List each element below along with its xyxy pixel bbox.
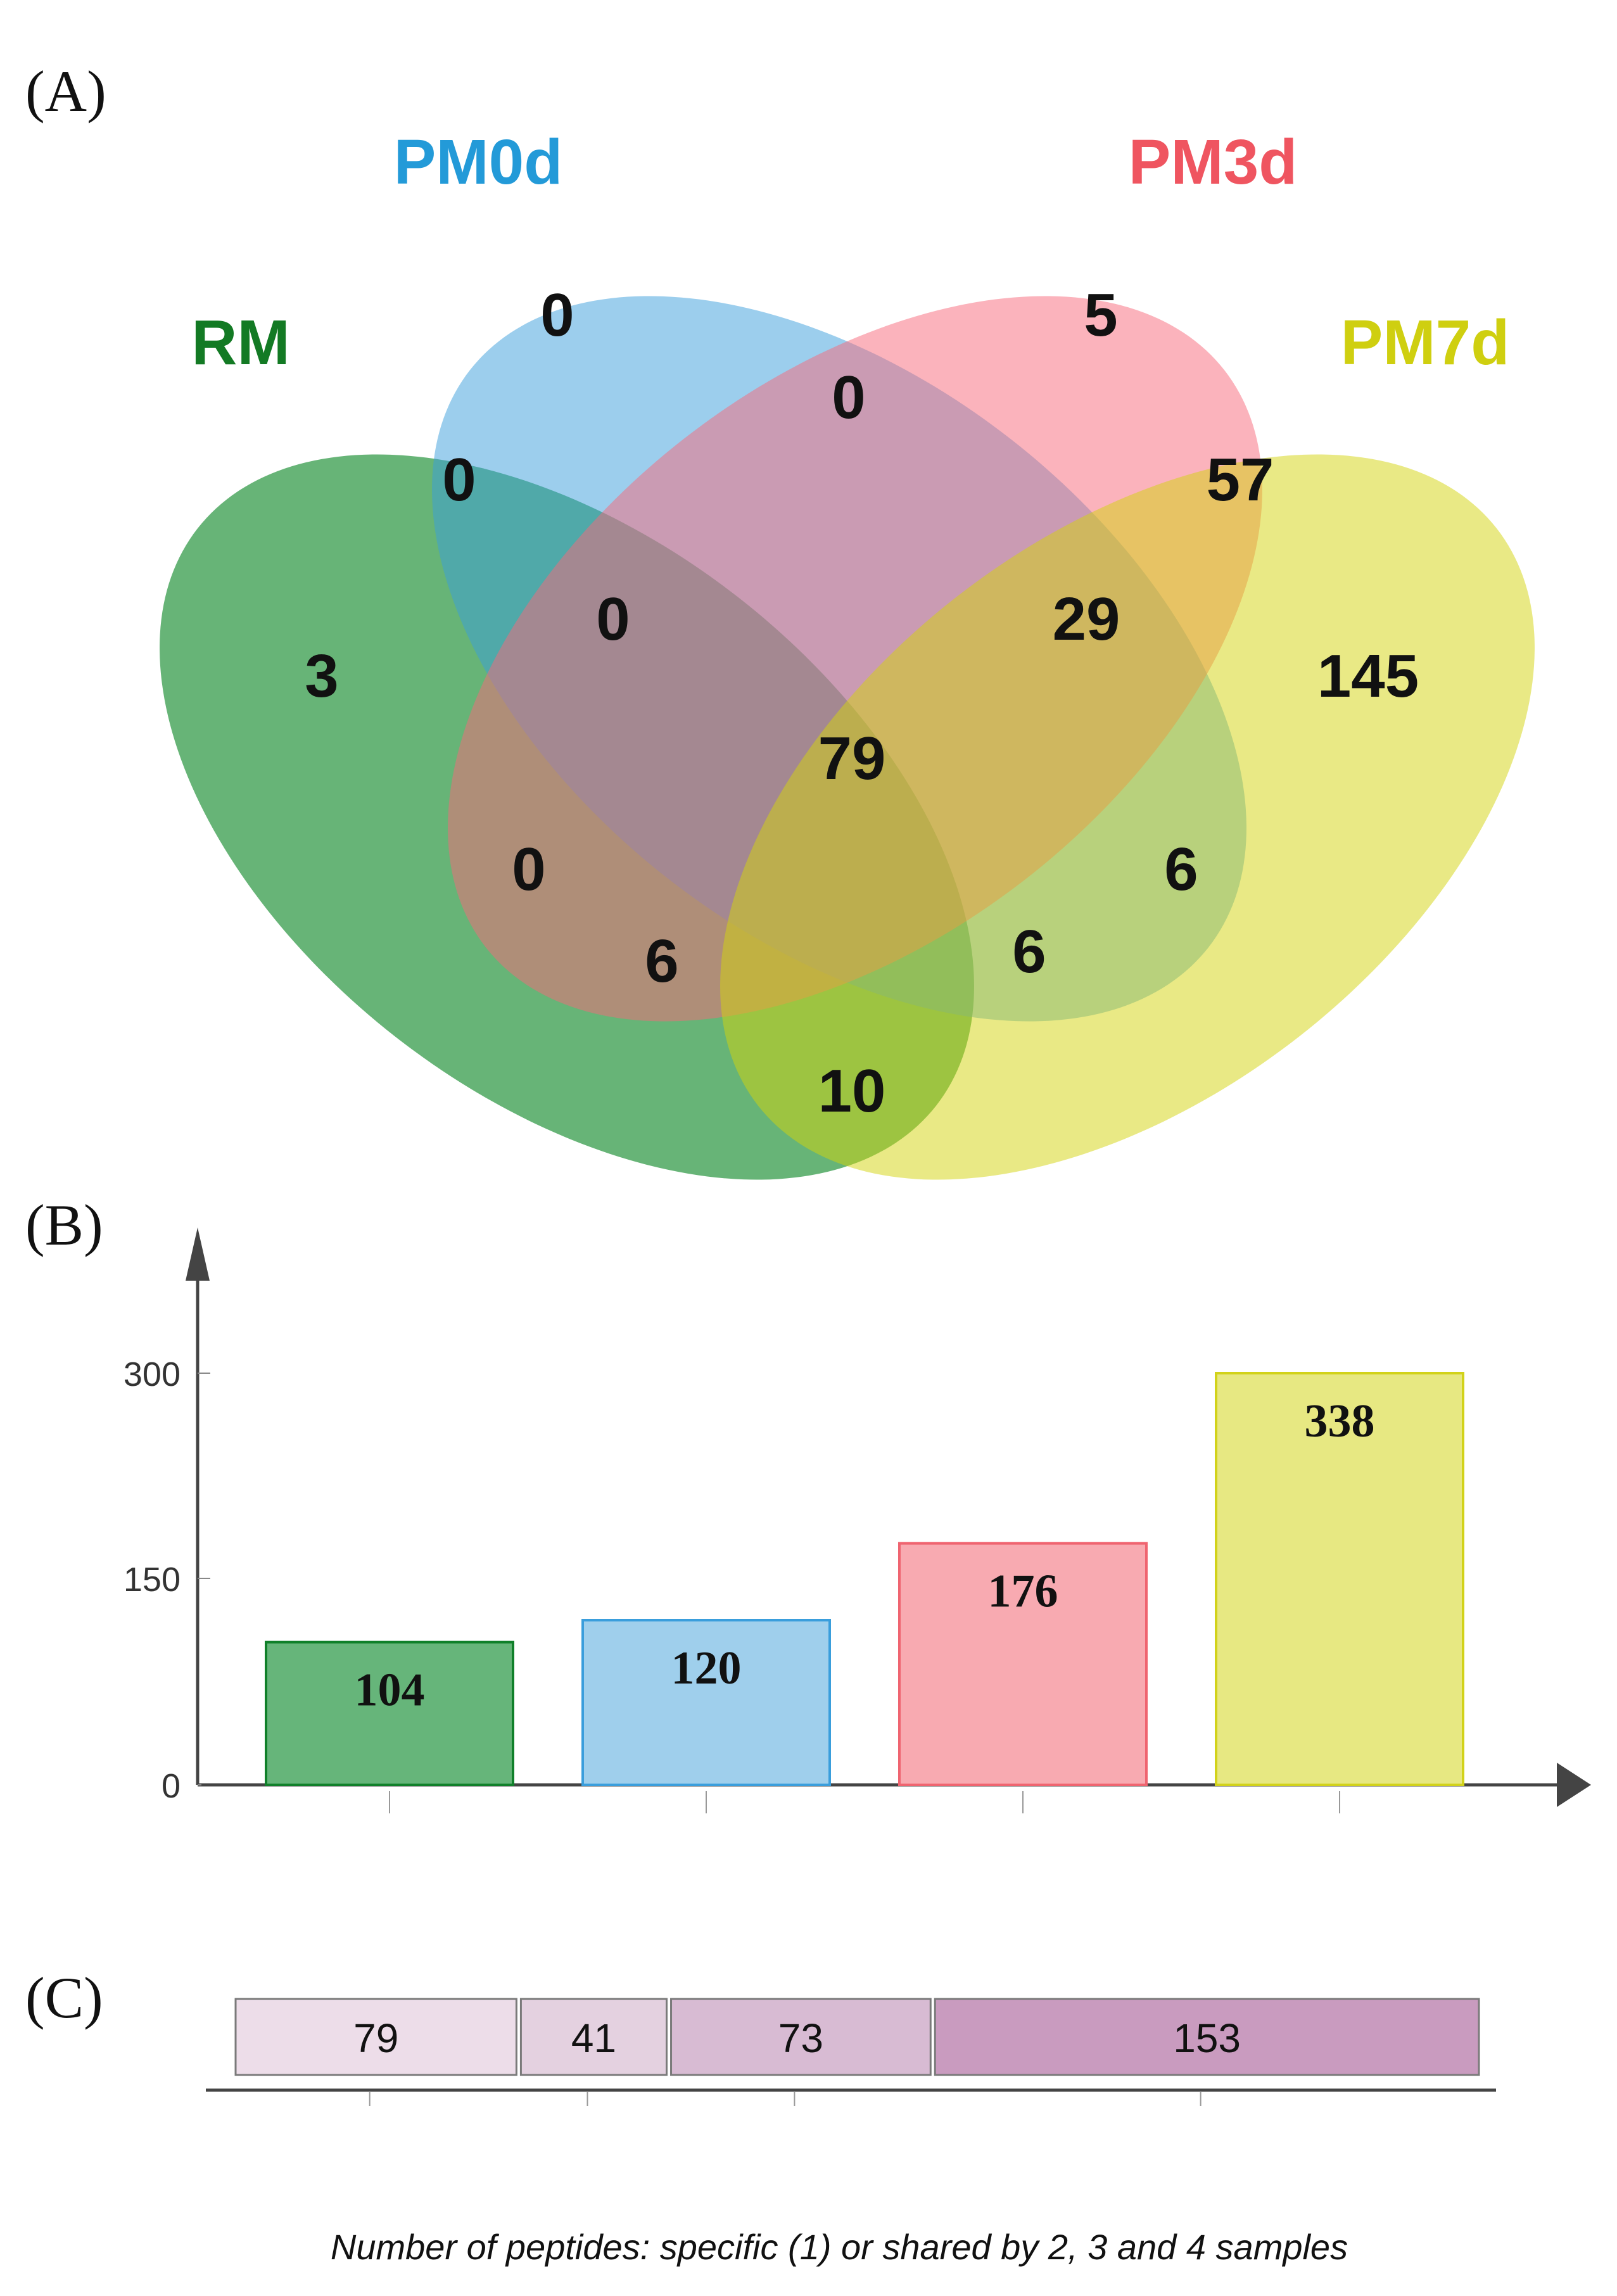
segments (234, 1998, 1480, 2076)
y-ticks: 0 150 300 (124, 1355, 210, 1805)
panel-label-b: (B) (25, 1193, 103, 1257)
y-tick-0: 0 (162, 1767, 181, 1805)
stacked-bar: 79 41 73 153 Number of peptides: specific (… (206, 1998, 1496, 2267)
bar-labels: 104 120 176 338 (355, 1395, 1375, 1716)
venn-region-pm0d-pm7d: 6 (1164, 835, 1198, 903)
bar-rm (265, 1640, 514, 1787)
bar-pm0d (581, 1619, 831, 1786)
bar-label-rm: 104 (355, 1665, 425, 1716)
segment-labels: 79 41 73 153 (353, 2015, 1241, 2061)
y-tick-150: 150 (124, 1561, 181, 1599)
bar-pm3d (898, 1542, 1148, 1787)
venn-region-rm-pm0d: 0 (442, 446, 476, 514)
bar-label-pm3d: 176 (988, 1566, 1058, 1618)
venn-region-rm-pm3d-pm7d: 6 (645, 927, 678, 995)
venn-region-rm-pm7d: 10 (818, 1057, 886, 1125)
panel-label-c: (C) (25, 1965, 103, 2030)
x-ticks (389, 1791, 1340, 1813)
segment-4 (934, 1998, 1480, 2076)
panel-label-a: (A) (25, 59, 106, 124)
venn-label-rm: RM (191, 307, 290, 378)
venn-region-all-four: 79 (818, 725, 886, 792)
bar-label-pm7d: 338 (1305, 1395, 1375, 1447)
segment-label-2: 41 (571, 2015, 616, 2061)
stacked-xlabel: Number of peptides: specific (1) or shar… (331, 2227, 1348, 2267)
venn-region-pm3d-only: 5 (1084, 281, 1117, 349)
venn-region-pm3d-pm7d: 57 (1207, 446, 1274, 514)
bar-pm7d (1215, 1372, 1464, 1786)
venn-label-pm7d: PM7d (1341, 307, 1510, 378)
x-axis-arrow (1557, 1763, 1591, 1807)
y-axis-arrow (186, 1227, 210, 1281)
bar-label-pm0d: 120 (671, 1642, 742, 1694)
venn-region-rm-pm0d-pm3d: 0 (596, 585, 630, 653)
y-tick-300: 300 (124, 1355, 181, 1393)
bar-chart: 0 150 300 104 120 176 338 (124, 1227, 1591, 1813)
venn-region-pm0d-only: 0 (540, 281, 574, 349)
segment-label-1: 79 (353, 2015, 398, 2061)
venn-region-rm-pm0d-pm7d: 6 (1012, 918, 1046, 986)
venn-region-rm-only: 3 (305, 642, 338, 710)
segment-2 (519, 1998, 668, 2076)
venn-region-pm7d-only: 145 (1317, 642, 1419, 710)
bars (265, 1372, 1464, 1787)
venn-label-pm3d: PM3d (1129, 127, 1298, 198)
segment-label-3: 73 (778, 2015, 823, 2061)
venn-region-pm0d-pm3d: 0 (832, 364, 865, 431)
segment-3 (670, 1998, 932, 2076)
venn-set-pm7d (720, 454, 1535, 1180)
segment-ticks (369, 2092, 1202, 2106)
venn-region-pm0d-pm3d-pm7d: 29 (1053, 585, 1120, 653)
venn-diagram: RM PM0d PM3d PM7d 0 5 0 0 57 0 29 3 145 … (160, 127, 1535, 1180)
venn-label-pm0d: PM0d (394, 127, 563, 198)
segment-1 (234, 1998, 517, 2076)
venn-region-rm-pm3d: 0 (512, 835, 545, 903)
segment-label-4: 153 (1173, 2015, 1241, 2061)
